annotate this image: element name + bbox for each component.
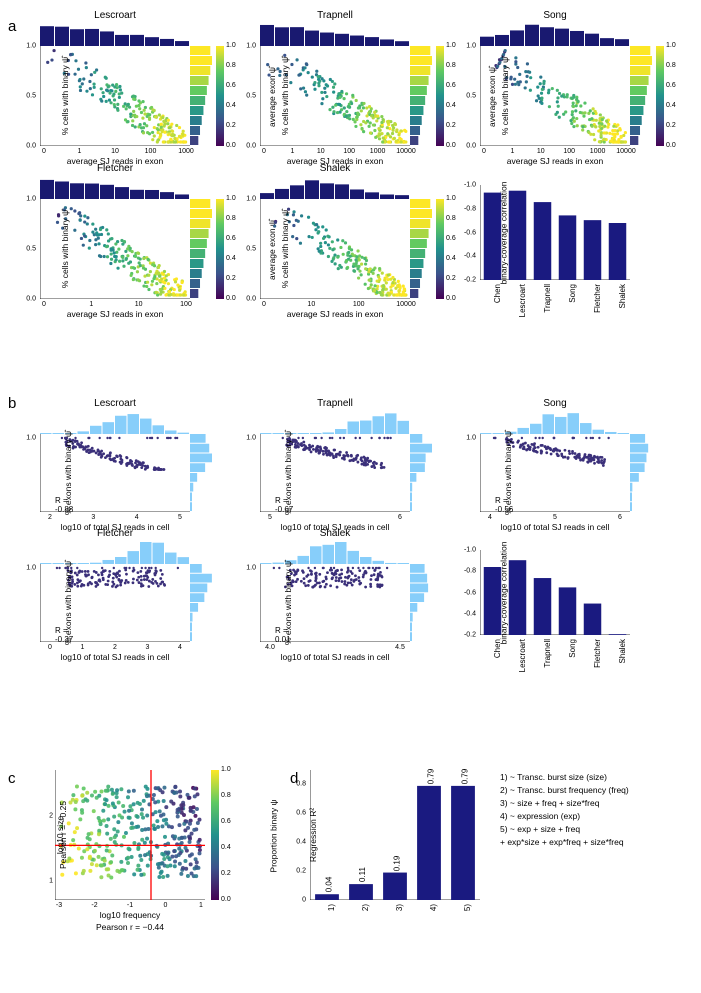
panel-label-a: a — [8, 18, 16, 35]
title: Song — [480, 10, 630, 21]
annotation-line: 3) ~ size + freq + size*freq — [500, 798, 599, 808]
annotation-line: 2) ~ Transc. burst frequency (freq) — [500, 785, 629, 795]
title: Shalek — [260, 163, 410, 174]
scatter-lescroart: Lescroart0.00.20.40.60.81.0average exon … — [40, 12, 238, 154]
annotation-line: + exp*size + exp*freq + size*freq — [500, 837, 624, 847]
panel-label-b: b — [8, 395, 16, 412]
figure-page: a b c d Lescroart0.00.20.40.60.81.0avera… — [0, 0, 701, 993]
scatter-shalek: Shalek0.00.20.40.60.81.0average exon ψ̂%… — [260, 165, 458, 307]
scatter-fletcher: Fletcher0.00.20.40.60.81.0average exon ψ… — [40, 165, 238, 307]
annotation-line: 5) ~ exp + size + freq — [500, 824, 580, 834]
title: Fletcher — [40, 163, 190, 174]
annotation-line: 1) ~ Transc. burst size (size) — [500, 772, 607, 782]
scatter-song: Song0.00.20.40.60.81.0average exon ψ̂% c… — [480, 12, 678, 154]
title: Trapnell — [260, 10, 410, 21]
panel-label-c: c — [8, 770, 16, 787]
scatter-trapnell: Trapnell0.00.20.40.60.81.0average exon ψ… — [260, 12, 458, 154]
annotation-line: 4) ~ expression (exp) — [500, 811, 580, 821]
title: Lescroart — [40, 10, 190, 21]
